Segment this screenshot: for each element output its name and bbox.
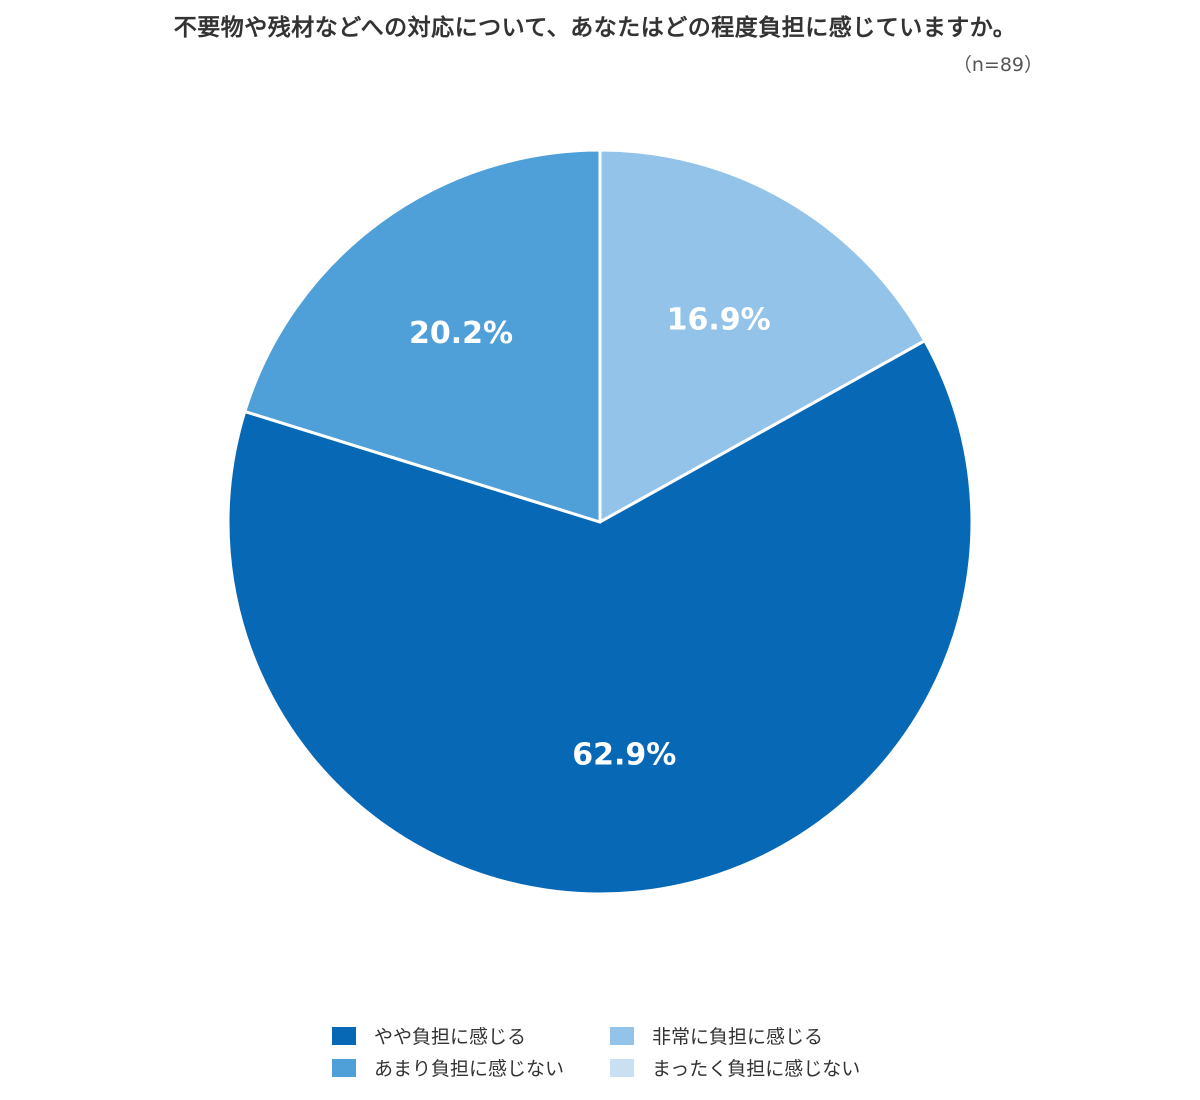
pie-slice — [598, 148, 927, 524]
legend-swatch — [610, 1058, 634, 1077]
legend-item: あまり負担に感じない — [332, 1054, 564, 1081]
slice-data-label: 20.2% — [409, 316, 513, 351]
legend-item: 非常に負担に感じる — [610, 1022, 823, 1049]
slice-data-label: 16.9% — [667, 302, 771, 337]
legend-item: まったく負担に感じない — [610, 1054, 860, 1081]
sample-size-note: （n=89） — [952, 54, 1043, 76]
chart-title: 不要物や残材などへの対応について、あなたはどの程度負担に感じていますか。 — [173, 15, 1017, 41]
legend-swatch — [332, 1026, 356, 1045]
legend-label: 非常に負担に感じる — [652, 1026, 824, 1048]
pie-slice — [226, 339, 974, 896]
pie-slice — [243, 148, 602, 524]
legend-item: やや負担に感じる — [332, 1022, 526, 1049]
legend-swatch — [610, 1026, 634, 1045]
legend-label: まったく負担に感じない — [652, 1058, 861, 1080]
legend-label: やや負担に感じる — [374, 1026, 527, 1048]
slice-data-label: 62.9% — [572, 738, 676, 773]
legend-label: あまり負担に感じない — [374, 1058, 565, 1080]
pie-chart: 16.9% 62.9% 20.2% — [226, 148, 974, 896]
legend-swatch — [332, 1058, 356, 1077]
